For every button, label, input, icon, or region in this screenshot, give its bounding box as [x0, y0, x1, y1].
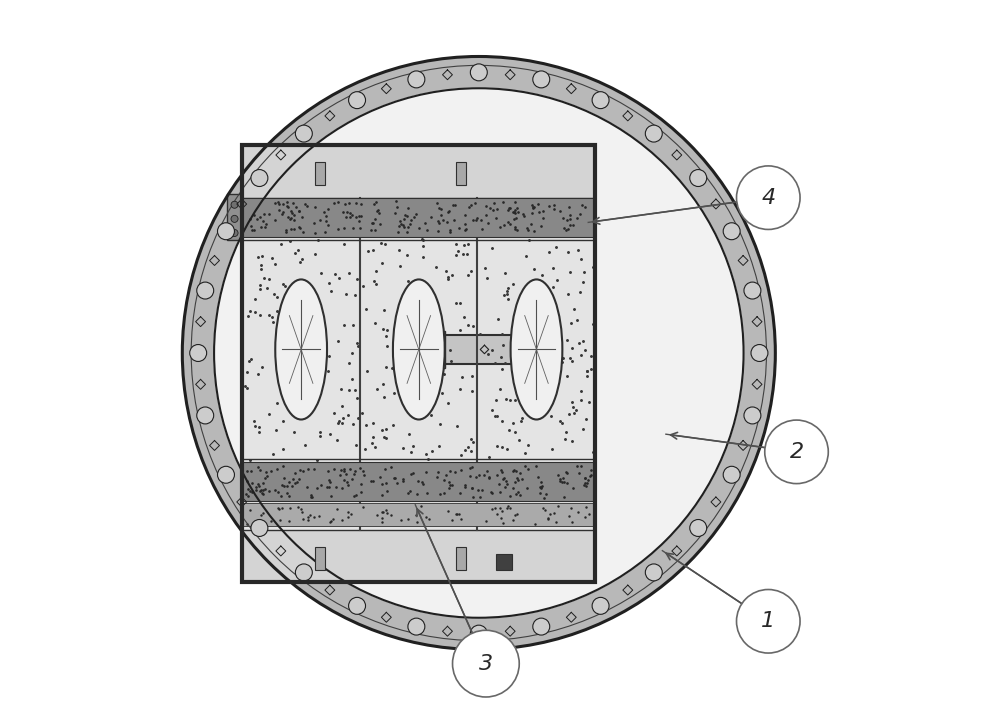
- Bar: [242, 462, 595, 501]
- Circle shape: [349, 597, 366, 614]
- Circle shape: [765, 420, 828, 484]
- Circle shape: [645, 125, 662, 142]
- Circle shape: [218, 223, 234, 240]
- Circle shape: [214, 88, 744, 618]
- Circle shape: [408, 618, 425, 635]
- Ellipse shape: [511, 280, 562, 419]
- Bar: [315, 162, 325, 185]
- Circle shape: [231, 215, 238, 222]
- Circle shape: [744, 282, 761, 299]
- Bar: [227, 194, 242, 240]
- Circle shape: [690, 520, 707, 537]
- Circle shape: [231, 201, 238, 208]
- Circle shape: [737, 166, 800, 229]
- Circle shape: [408, 71, 425, 88]
- Text: 2: 2: [789, 442, 804, 462]
- Bar: [242, 145, 595, 582]
- Bar: [242, 503, 595, 526]
- Circle shape: [592, 92, 609, 109]
- Circle shape: [251, 520, 268, 537]
- Circle shape: [453, 630, 519, 697]
- Circle shape: [349, 92, 366, 109]
- Circle shape: [592, 597, 609, 614]
- Bar: [456, 162, 466, 185]
- Text: 4: 4: [761, 188, 775, 208]
- Bar: [429, 335, 521, 364]
- Ellipse shape: [275, 280, 327, 419]
- Bar: [496, 554, 512, 570]
- Bar: [242, 530, 595, 582]
- Circle shape: [533, 618, 550, 635]
- Bar: [242, 145, 595, 582]
- Circle shape: [295, 564, 312, 581]
- Bar: [417, 321, 429, 378]
- Circle shape: [751, 345, 768, 361]
- Circle shape: [533, 71, 550, 88]
- Circle shape: [197, 407, 214, 424]
- Circle shape: [470, 64, 487, 80]
- Circle shape: [744, 407, 761, 424]
- Circle shape: [197, 282, 214, 299]
- Circle shape: [182, 56, 775, 650]
- Text: 3: 3: [479, 654, 493, 674]
- Circle shape: [723, 223, 740, 240]
- Circle shape: [295, 125, 312, 142]
- Circle shape: [190, 345, 207, 361]
- Circle shape: [690, 169, 707, 186]
- Circle shape: [214, 88, 744, 618]
- Circle shape: [218, 466, 234, 483]
- Circle shape: [645, 564, 662, 581]
- Bar: [242, 198, 595, 237]
- Circle shape: [251, 169, 268, 186]
- Circle shape: [737, 590, 800, 653]
- Ellipse shape: [393, 280, 445, 419]
- Bar: [456, 547, 466, 570]
- Text: 1: 1: [761, 611, 775, 631]
- Circle shape: [470, 626, 487, 642]
- Bar: [436, 331, 445, 368]
- Bar: [315, 547, 325, 570]
- Bar: [242, 145, 595, 198]
- Circle shape: [231, 229, 238, 237]
- Circle shape: [723, 466, 740, 483]
